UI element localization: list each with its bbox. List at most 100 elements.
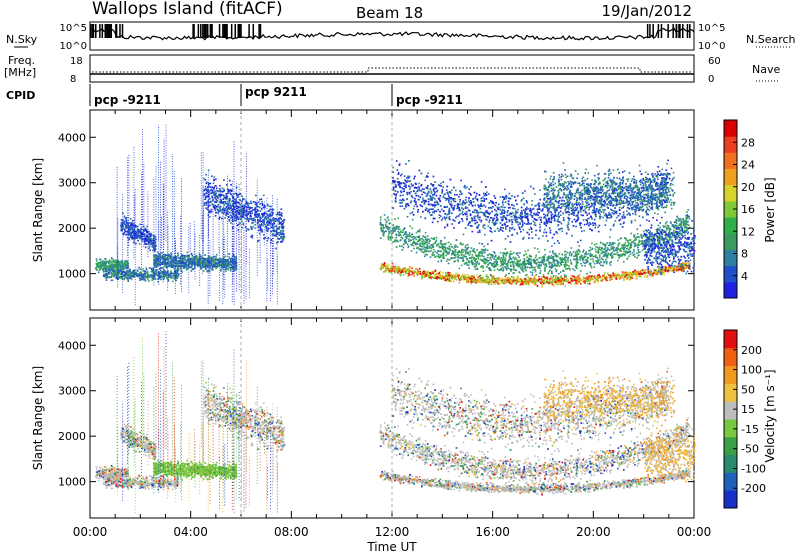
nave-dotted-line [92, 67, 692, 73]
power-point [278, 213, 281, 215]
power-point [110, 279, 113, 282]
power-point [130, 222, 133, 225]
power-point [258, 229, 260, 232]
power-point [132, 223, 134, 225]
power-point [144, 229, 146, 231]
power-point [159, 264, 161, 266]
power-point [234, 260, 237, 262]
power-point [115, 261, 118, 263]
power-point [250, 202, 253, 204]
power-point [105, 275, 108, 278]
power-point [250, 225, 252, 228]
power-point [382, 266, 384, 269]
power-point [125, 233, 128, 236]
power-point [171, 266, 174, 269]
power-point [115, 272, 118, 275]
power-point [99, 268, 101, 270]
power-point [153, 275, 156, 278]
power-point [129, 228, 132, 231]
power-point [205, 259, 208, 262]
power-point [278, 228, 280, 230]
power-point [105, 262, 108, 265]
power-point [211, 267, 213, 269]
power-point [388, 271, 390, 273]
power-point [154, 246, 156, 249]
power-point [207, 266, 209, 268]
power-point [173, 274, 175, 277]
power-point [186, 255, 188, 258]
power-point [162, 271, 165, 274]
power-point [229, 257, 231, 260]
power-point [115, 259, 117, 262]
power-point [509, 278, 511, 280]
power-point [636, 277, 638, 280]
power-point [185, 261, 188, 263]
power-point [126, 278, 129, 280]
power-point [252, 209, 254, 211]
power-point [280, 230, 282, 232]
power-point [170, 252, 172, 255]
power-point [490, 280, 492, 282]
power-point [447, 271, 449, 274]
power-point [187, 256, 189, 258]
power-point [156, 269, 158, 271]
power-point [167, 273, 170, 276]
power-point [228, 266, 230, 269]
power-point [136, 232, 139, 234]
power-point [200, 263, 203, 265]
power-point [116, 276, 118, 278]
power-point [159, 256, 161, 258]
power-point [680, 262, 683, 265]
power-point [133, 228, 136, 230]
power-point [497, 280, 499, 283]
power-point [145, 276, 147, 279]
power-point [133, 269, 135, 272]
power-point [445, 279, 447, 282]
power-point [105, 260, 108, 263]
power-point [267, 217, 270, 219]
power-point [202, 266, 205, 268]
power-point [165, 277, 168, 279]
power-point [127, 280, 129, 283]
power-point [280, 212, 283, 215]
power-point [153, 262, 156, 265]
power-point [182, 256, 185, 259]
power-point [210, 191, 213, 194]
power-point [114, 261, 117, 263]
power-point [230, 266, 233, 269]
power-point [497, 283, 500, 286]
power-point [141, 239, 143, 242]
power-point [172, 272, 175, 275]
power-point [155, 259, 157, 262]
power-point [456, 273, 459, 276]
power-point [128, 228, 130, 231]
power-point [182, 260, 184, 262]
power-point [132, 270, 134, 273]
power-point [621, 276, 624, 278]
power-point [135, 237, 137, 239]
power-point [173, 264, 176, 267]
power-point [196, 255, 198, 258]
power-point [380, 268, 382, 271]
power-point [515, 283, 518, 285]
power-point [210, 264, 212, 267]
power-point [567, 281, 570, 284]
power-point [177, 269, 179, 271]
power-point [121, 219, 123, 221]
power-point [203, 270, 205, 272]
power-point [123, 215, 126, 218]
power-point [210, 208, 213, 211]
power-point [168, 264, 170, 266]
power-point [175, 257, 178, 259]
power-point [439, 270, 442, 273]
power-point [179, 258, 181, 261]
power-point [160, 255, 163, 257]
power-point [543, 280, 545, 282]
power-point [234, 268, 236, 271]
power-point [486, 273, 488, 276]
power-point [213, 178, 215, 181]
power-point [271, 208, 273, 211]
power-point [225, 213, 227, 215]
power-point [144, 277, 146, 279]
freq-label-2: [MHz] [4, 66, 36, 79]
